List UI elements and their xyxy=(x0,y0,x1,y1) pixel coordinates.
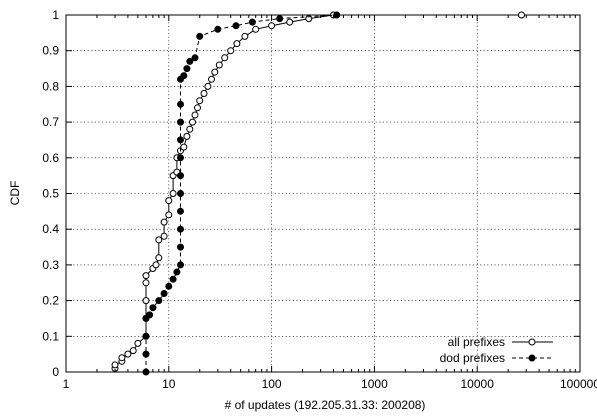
data-point-all-prefixes xyxy=(142,279,150,287)
x-tick-label: 1000 xyxy=(361,377,388,391)
data-point-dod-prefixes xyxy=(177,225,184,233)
y-tick-label: 1 xyxy=(52,8,59,22)
data-point-dod-prefixes xyxy=(276,15,284,23)
y-axis-title: CDF xyxy=(8,181,22,206)
data-point-dod-prefixes xyxy=(177,261,184,269)
series-layer xyxy=(111,11,525,376)
data-point-dod-prefixes xyxy=(186,57,194,65)
data-point-dod-prefixes xyxy=(333,11,341,19)
legend-item-dod-prefixes: dod prefixes xyxy=(440,351,553,365)
data-point-dod-prefixes xyxy=(214,25,222,33)
data-point-all-prefixes xyxy=(183,132,191,140)
series-dod-prefixes xyxy=(142,11,341,376)
data-point-dod-prefixes xyxy=(177,190,184,197)
data-point-all-prefixes xyxy=(160,218,168,226)
data-point-all-prefixes xyxy=(118,354,126,362)
y-tick-label: 0.8 xyxy=(42,79,59,93)
data-point-dod-prefixes xyxy=(177,118,184,126)
data-point-all-prefixes xyxy=(134,339,142,347)
data-point-all-prefixes xyxy=(215,61,223,69)
data-point-dod-prefixes xyxy=(180,72,188,80)
data-point-dod-prefixes xyxy=(177,207,184,215)
data-point-dod-prefixes xyxy=(142,350,150,358)
data-point-dod-prefixes xyxy=(149,304,157,312)
data-point-dod-prefixes xyxy=(183,65,191,73)
data-point-all-prefixes xyxy=(186,125,194,133)
data-point-all-prefixes xyxy=(252,25,260,33)
x-axis-title: # of updates (192.205.31.33: 200208) xyxy=(225,398,426,412)
data-point-all-prefixes xyxy=(191,111,199,119)
data-point-all-prefixes xyxy=(142,297,150,305)
y-tick-label: 0.9 xyxy=(42,44,59,58)
data-point-dod-prefixes xyxy=(142,332,150,340)
y-tick-label: 0.6 xyxy=(42,151,59,165)
y-tick-label: 0.2 xyxy=(42,294,59,308)
data-point-dod-prefixes xyxy=(155,297,163,305)
data-point-all-prefixes xyxy=(160,232,168,240)
y-tick-label: 0.7 xyxy=(42,115,59,129)
legend: all prefixes dod prefixes xyxy=(440,335,553,365)
y-tick-label: 0 xyxy=(52,365,59,379)
data-point-all-prefixes xyxy=(196,97,204,105)
data-point-all-prefixes xyxy=(211,68,219,76)
x-tick-label: 100 xyxy=(262,377,282,391)
data-point-all-prefixes xyxy=(200,90,208,97)
data-point-all-prefixes xyxy=(286,18,294,26)
x-tick-label: 10 xyxy=(162,377,176,391)
data-point-all-prefixes xyxy=(189,118,196,126)
tick-labels: 0 0.1 0.2 0.3 0.4 0.5 0.6 0.7 0.8 0.9 1 1 10 100 1000 1… xyxy=(42,8,597,391)
data-point-all-prefixes xyxy=(241,32,249,40)
data-point-all-prefixes xyxy=(165,197,173,205)
data-point-all-prefixes xyxy=(227,47,235,55)
x-tick-label: 1 xyxy=(63,377,70,391)
y-tick-label: 0.4 xyxy=(42,222,59,236)
data-point-all-prefixes xyxy=(155,254,163,262)
data-point-all-prefixes xyxy=(221,54,229,62)
axis-ticks xyxy=(65,14,581,373)
data-point-all-prefixes xyxy=(129,347,137,355)
data-point-all-prefixes xyxy=(124,350,132,358)
data-point-dod-prefixes xyxy=(177,243,184,251)
data-point-all-prefixes xyxy=(169,190,177,197)
y-tick-label: 0.5 xyxy=(42,187,59,201)
data-point-all-prefixes xyxy=(208,75,215,83)
data-point-dod-prefixes xyxy=(191,54,199,62)
data-point-dod-prefixes xyxy=(177,136,184,144)
data-point-dod-prefixes xyxy=(169,275,177,283)
x-tick-label: 10000 xyxy=(461,377,495,391)
legend-marker xyxy=(528,338,536,346)
data-point-all-prefixes xyxy=(165,211,173,219)
data-point-all-prefixes xyxy=(155,236,163,244)
data-point-all-prefixes xyxy=(518,11,525,19)
data-point-all-prefixes xyxy=(180,143,188,151)
data-point-dod-prefixes xyxy=(177,154,184,162)
data-point-dod-prefixes xyxy=(177,172,184,180)
y-tick-label: 0.3 xyxy=(42,258,59,272)
data-point-all-prefixes xyxy=(204,82,212,90)
series-line-dod-prefixes xyxy=(145,14,337,372)
data-point-dod-prefixes xyxy=(146,311,154,319)
series-all-prefixes xyxy=(111,11,525,372)
data-point-dod-prefixes xyxy=(160,290,168,297)
data-point-all-prefixes xyxy=(268,22,276,30)
data-point-dod-prefixes xyxy=(173,268,181,276)
legend-label: all prefixes xyxy=(448,335,505,349)
data-point-dod-prefixes xyxy=(177,100,184,108)
y-tick-label: 0.1 xyxy=(42,329,59,343)
data-point-dod-prefixes xyxy=(232,22,240,30)
data-point-dod-prefixes xyxy=(165,282,173,290)
data-point-all-prefixes xyxy=(111,361,119,369)
data-point-dod-prefixes xyxy=(248,18,256,26)
data-point-all-prefixes xyxy=(142,272,150,280)
data-point-all-prefixes xyxy=(194,104,201,112)
data-point-dod-prefixes xyxy=(196,32,204,40)
x-tick-label: 100000 xyxy=(560,377,597,391)
legend-item-all-prefixes: all prefixes xyxy=(448,335,553,349)
data-point-all-prefixes xyxy=(152,261,160,269)
data-point-all-prefixes xyxy=(233,40,241,48)
legend-label: dod prefixes xyxy=(440,351,505,365)
legend-marker xyxy=(528,354,536,362)
